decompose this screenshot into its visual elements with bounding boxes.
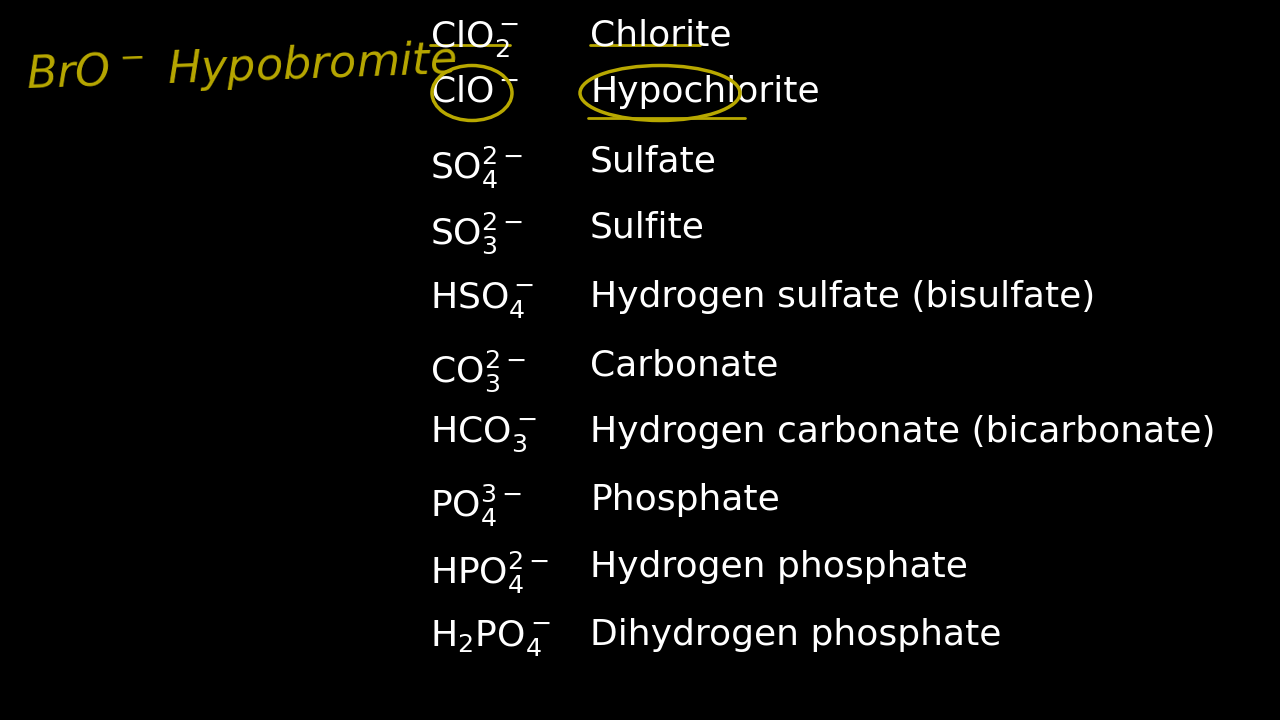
Text: $\mathrm{HPO_4^{2-}}$: $\mathrm{HPO_4^{2-}}$ (430, 550, 549, 596)
Text: Chlorite: Chlorite (590, 18, 731, 52)
Text: $\mathrm{H_2PO_4^-}$: $\mathrm{H_2PO_4^-}$ (430, 618, 550, 658)
Text: Dihydrogen phosphate: Dihydrogen phosphate (590, 618, 1001, 652)
Text: $\mathrm{SO_4^{2-}}$: $\mathrm{SO_4^{2-}}$ (430, 145, 524, 192)
Text: $\mathit{BrO^-\ Hypobromite}$: $\mathit{BrO^-\ Hypobromite}$ (26, 37, 457, 99)
Text: Sulfite: Sulfite (590, 210, 705, 244)
Text: Hypochlorite: Hypochlorite (590, 75, 819, 109)
Text: Hydrogen carbonate (bicarbonate): Hydrogen carbonate (bicarbonate) (590, 415, 1216, 449)
Text: $\mathrm{PO_4^{3-}}$: $\mathrm{PO_4^{3-}}$ (430, 483, 522, 529)
Text: Hydrogen phosphate: Hydrogen phosphate (590, 550, 968, 584)
Text: $\mathrm{HCO_3^-}$: $\mathrm{HCO_3^-}$ (430, 415, 536, 454)
Text: Phosphate: Phosphate (590, 483, 780, 517)
Text: $\mathrm{ClO^-}$: $\mathrm{ClO^-}$ (430, 75, 520, 109)
Text: Hydrogen sulfate (bisulfate): Hydrogen sulfate (bisulfate) (590, 280, 1096, 314)
Text: Carbonate: Carbonate (590, 348, 778, 382)
Text: $\mathrm{CO_3^{2-}}$: $\mathrm{CO_3^{2-}}$ (430, 348, 526, 394)
Text: $\mathrm{HSO_4^-}$: $\mathrm{HSO_4^-}$ (430, 280, 534, 320)
Text: $\mathrm{ClO_2^-}$: $\mathrm{ClO_2^-}$ (430, 18, 520, 59)
Text: Sulfate: Sulfate (590, 145, 717, 179)
Text: $\mathrm{SO_3^{2-}}$: $\mathrm{SO_3^{2-}}$ (430, 210, 524, 256)
